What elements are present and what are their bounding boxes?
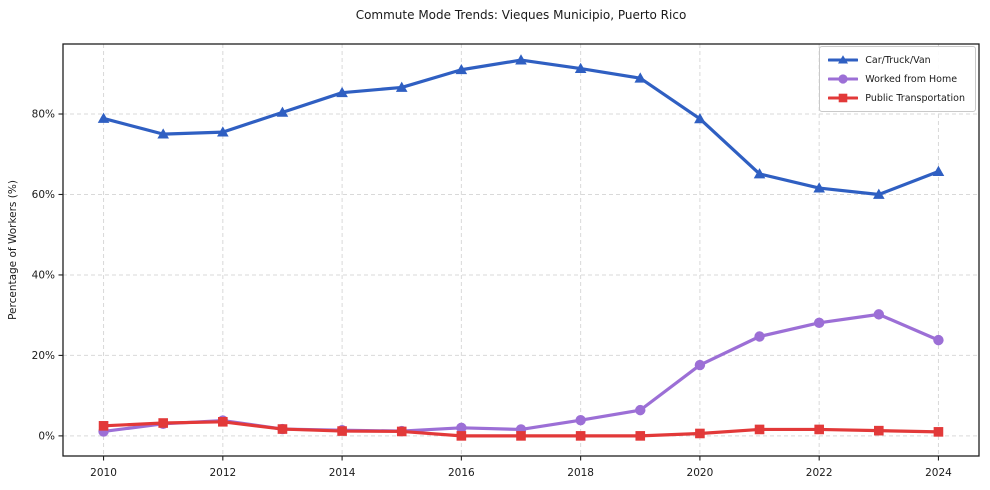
- data-point: [277, 424, 288, 434]
- legend-label: Car/Truck/Van: [865, 54, 931, 66]
- data-point: [158, 418, 168, 428]
- data-point: [873, 188, 885, 199]
- data-point: [456, 422, 467, 434]
- legend-label: Public Transportation: [865, 92, 965, 104]
- data-point: [217, 126, 229, 137]
- data-point: [694, 359, 706, 371]
- data-point: [754, 331, 765, 342]
- data-point: [455, 63, 468, 75]
- data-point: [516, 431, 526, 441]
- data-point: [575, 414, 586, 426]
- data-point: [753, 168, 766, 179]
- data-point: [575, 431, 586, 441]
- data-point: [515, 54, 527, 65]
- y-tick-label: 60%: [32, 189, 55, 201]
- data-point: [873, 309, 885, 320]
- x-tick-label: 2014: [329, 467, 356, 479]
- data-point: [98, 421, 109, 431]
- data-point: [695, 428, 705, 439]
- data-point: [456, 431, 467, 441]
- data-point: [694, 113, 706, 124]
- x-tick-label: 2018: [567, 467, 594, 479]
- x-tick-label: 2016: [448, 467, 475, 479]
- square-marker-icon: [828, 93, 859, 103]
- data-point: [874, 425, 884, 436]
- data-point: [218, 417, 228, 427]
- data-point: [814, 424, 824, 435]
- legend-item: Public Transportation: [828, 90, 965, 106]
- x-tick-label: 2022: [806, 467, 833, 479]
- data-point: [574, 62, 587, 73]
- data-point: [396, 426, 407, 437]
- legend: Car/Truck/Van Worked from Home Public Tran…: [819, 46, 976, 112]
- data-point: [276, 106, 289, 117]
- x-tick-label: 2020: [687, 467, 714, 479]
- y-tick-label: 0%: [38, 430, 55, 442]
- data-point: [97, 112, 110, 123]
- y-tick-label: 80%: [32, 109, 55, 121]
- triangle-marker-icon: [828, 55, 859, 64]
- data-point: [635, 431, 646, 441]
- data-point: [932, 165, 945, 176]
- x-tick-label: 2010: [90, 467, 117, 479]
- data-point: [395, 81, 408, 92]
- y-tick-label: 40%: [32, 269, 55, 281]
- plot-border: [62, 43, 980, 457]
- x-tick-label: 2012: [209, 467, 236, 479]
- x-tick-label: 2024: [925, 467, 952, 479]
- data-point: [634, 72, 647, 83]
- y-tick-label: 20%: [32, 350, 55, 362]
- data-point: [157, 128, 169, 139]
- data-point: [933, 427, 944, 437]
- data-point: [336, 86, 348, 98]
- circle-marker-icon: [828, 74, 859, 84]
- data-point: [337, 426, 347, 436]
- series-line: [101, 58, 941, 197]
- data-point: [754, 424, 765, 435]
- series-line: [101, 312, 941, 434]
- legend-label: Worked from Home: [865, 73, 958, 85]
- chart-title: Commute Mode Trends: Vieques Municipio, …: [355, 8, 687, 22]
- data-point: [813, 182, 825, 193]
- data-point: [635, 404, 646, 416]
- legend-item: Car/Truck/Van: [828, 52, 965, 68]
- legend-item: Worked from Home: [828, 71, 965, 87]
- data-point: [933, 334, 944, 346]
- data-point: [813, 317, 825, 329]
